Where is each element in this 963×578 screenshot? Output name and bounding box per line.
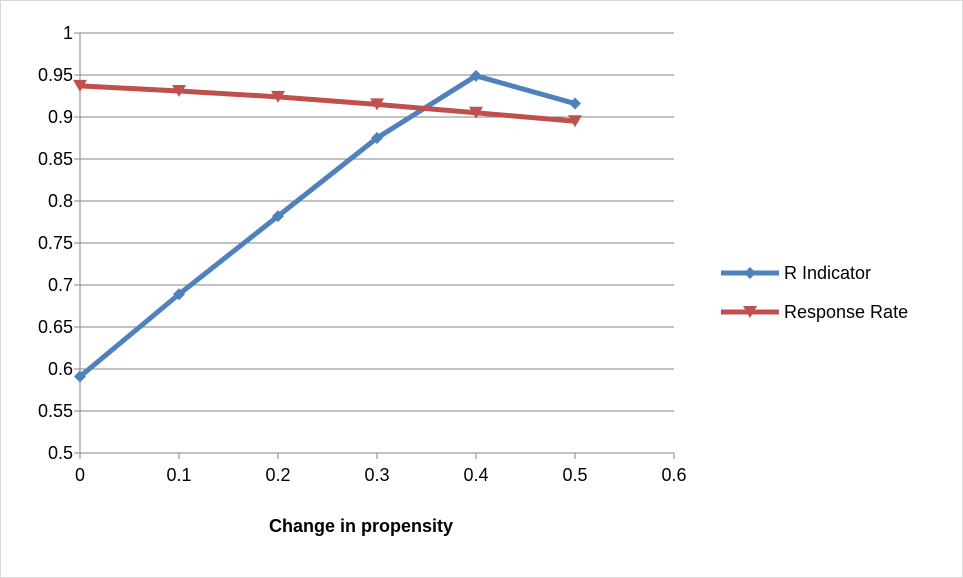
axes — [74, 32, 675, 459]
legend-marker — [744, 267, 756, 279]
series-line-r-indicator — [77, 73, 578, 380]
x-axis-tick-labels: 0 0.1 0.2 0.3 0.4 0.5 0.6 — [75, 465, 687, 485]
y-axis-tick-labels: 0.5 0.55 0.6 0.65 0.7 0.75 0.8 0.85 0.9 0.95 1 — [38, 23, 73, 463]
y-tick-label: 0.65 — [38, 317, 73, 337]
y-tick-label: 0.55 — [38, 401, 73, 421]
y-tick-label: 0.8 — [48, 191, 73, 211]
data-point-r-indicator-1 — [173, 288, 185, 301]
legend-label: Response Rate — [784, 302, 908, 322]
legend-item-response-rate: Response Rate — [721, 302, 908, 322]
data-point-r-indicator-0 — [74, 370, 86, 383]
data-point-response-rate-3 — [370, 98, 384, 111]
x-tick-label: 0 — [75, 465, 85, 485]
data-point-r-indicator-3 — [371, 132, 383, 144]
y-tick-label: 0.85 — [38, 149, 73, 169]
data-point-response-rate-0 — [73, 79, 87, 92]
data-point-r-indicator-5 — [569, 97, 581, 110]
y-tick-label: 0.7 — [48, 275, 73, 295]
data-point-response-rate-1 — [172, 84, 186, 97]
x-tick-label: 0.6 — [661, 465, 686, 485]
y-tick-label: 0.75 — [38, 233, 73, 253]
data-point-r-indicator-4 — [470, 69, 482, 82]
y-tick-label: 0.9 — [48, 107, 73, 127]
data-point-response-rate-2 — [271, 90, 285, 103]
gridlines — [80, 32, 674, 412]
x-tick-label: 0.2 — [265, 465, 290, 485]
series-line-response-rate — [77, 83, 578, 124]
x-axis-title: Change in propensity — [269, 516, 453, 536]
x-tick-label: 0.3 — [364, 465, 389, 485]
legend-label: R Indicator — [784, 263, 871, 283]
y-tick-label: 0.95 — [38, 65, 73, 85]
y-tick-label: 1 — [63, 23, 73, 43]
data-point-response-rate-4 — [469, 106, 483, 119]
x-tick-label: 0.1 — [166, 465, 191, 485]
data-point-r-indicator-2 — [272, 210, 284, 223]
x-tick-label: 0.5 — [562, 465, 587, 485]
y-tick-label: 0.5 — [48, 443, 73, 463]
series-r-indicator — [74, 69, 581, 383]
y-tick-label: 0.6 — [48, 359, 73, 379]
legend-item-r-indicator: R Indicator — [721, 263, 871, 283]
data-point-response-rate-5 — [568, 115, 582, 128]
series-response-rate — [73, 79, 582, 128]
legend: R Indicator Response Rate — [721, 263, 908, 322]
legend-marker — [743, 306, 757, 318]
series-lines — [73, 69, 582, 383]
x-tick-label: 0.4 — [463, 465, 488, 485]
